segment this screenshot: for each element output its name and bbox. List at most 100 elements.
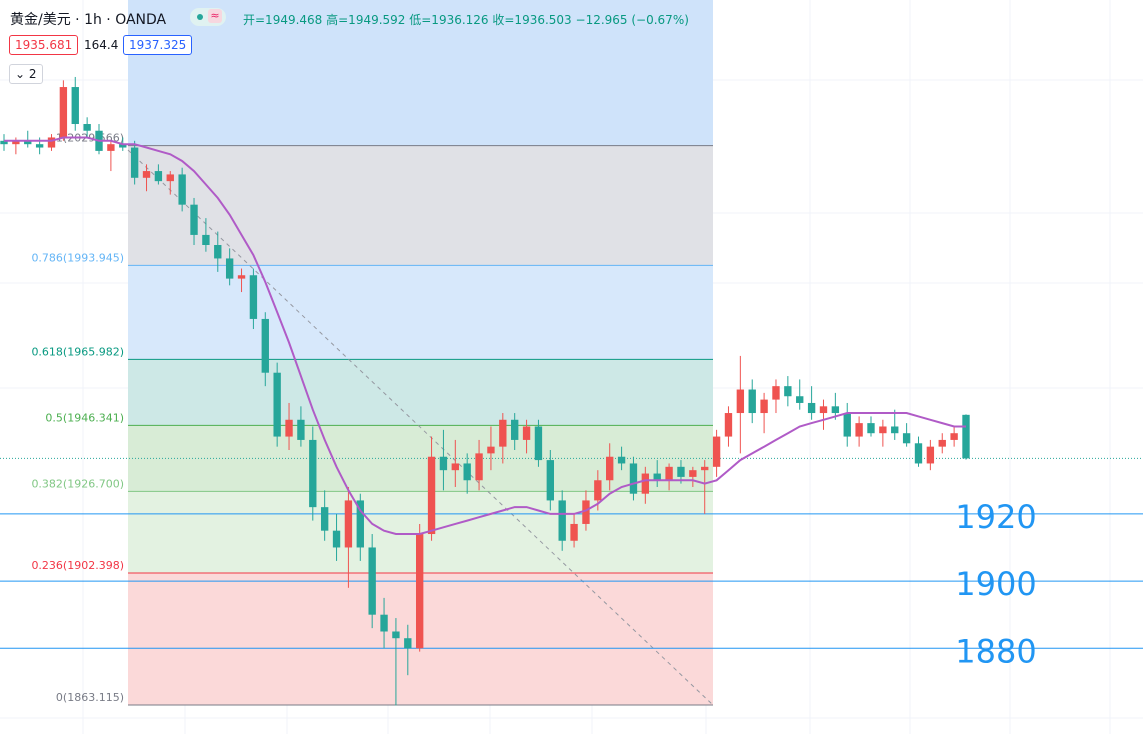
candle-body [807, 402, 816, 414]
candle-body [297, 419, 305, 440]
fib-label: 0.5(1946.341) [45, 411, 124, 424]
candle-body [712, 436, 721, 467]
candle-body [938, 439, 946, 447]
candle-body [582, 500, 590, 524]
candle-body [499, 419, 507, 447]
candle-body [950, 433, 958, 440]
candle-body [451, 463, 459, 471]
indicator-toggle[interactable]: ⌄ 2 [9, 64, 43, 84]
candle-body [107, 144, 115, 151]
fib-zone [128, 265, 713, 360]
candle-body [855, 423, 863, 437]
candle-body [784, 386, 792, 397]
candle-body [819, 406, 828, 414]
candle-body [47, 137, 56, 148]
candle-body [914, 443, 923, 464]
candle-body [285, 419, 293, 437]
candle-body [24, 140, 32, 145]
candle-body [320, 507, 329, 531]
indicator-count: 2 [28, 67, 37, 81]
candle-body [202, 234, 210, 246]
candle-body [606, 456, 614, 481]
candle-body [653, 473, 661, 481]
candle-body [570, 523, 578, 541]
candle-body [867, 423, 875, 434]
plot: 1920 1900 1880 [0, 76, 1143, 706]
candle-body [677, 466, 685, 477]
candle-body [261, 318, 269, 373]
candle-body [237, 275, 246, 279]
candle-body [368, 547, 376, 615]
status-dot [197, 14, 203, 20]
candle-body [344, 500, 353, 548]
candle-body [119, 144, 127, 148]
candle-body [356, 500, 364, 548]
symbol: 黄金/美元 · 1h · OANDA [10, 12, 167, 28]
candle-body [617, 456, 626, 464]
candle-body [796, 396, 804, 403]
candle-body [463, 463, 471, 481]
candle-body [154, 171, 163, 182]
candle-body [130, 147, 139, 178]
candle-body [831, 406, 840, 414]
candle-body [59, 87, 68, 138]
candle-body [665, 466, 673, 481]
candle-body [558, 500, 566, 541]
bid-price: 1935.681 [9, 35, 79, 55]
candle-body [843, 413, 851, 437]
candle-body [511, 419, 519, 440]
candle-body [962, 414, 970, 459]
fib-label: 0.618(1965.982) [31, 345, 124, 358]
candle-body [12, 140, 20, 145]
ohlc: 开=1949.468 高=1949.592 低=1936.126 收=1936.… [243, 13, 689, 27]
candle-body [772, 386, 780, 400]
candle-body [190, 204, 198, 235]
status-icon: ≈ [208, 9, 222, 23]
candle-body [166, 174, 174, 182]
candle-body [332, 530, 341, 548]
candle-body [487, 446, 495, 454]
candle-body [689, 470, 697, 477]
fib-zone [128, 359, 713, 426]
candle-body [404, 638, 412, 649]
candle-body [309, 439, 317, 508]
candle-body [142, 171, 151, 178]
candle-body [748, 389, 756, 414]
candle-body [178, 174, 186, 205]
candle-body [71, 87, 79, 125]
candle-body [380, 614, 388, 632]
candle-body [926, 446, 935, 464]
candle-body [534, 426, 543, 461]
fib-zone: 1(2029.566)0.786(1993.945)0.618(1965.982… [31, 0, 713, 706]
fib-zone-top [128, 0, 713, 146]
candle-body [629, 463, 638, 494]
candle-body [475, 453, 483, 481]
fib-label: 0.382(1926.700) [31, 477, 124, 490]
moving-average [4, 136, 966, 535]
price-line-label: 1920 [955, 498, 1036, 536]
candle-body [594, 480, 602, 501]
status-icons: ≈ [190, 8, 226, 26]
fib-label: 0.236(1902.398) [31, 559, 124, 572]
candle-body [902, 433, 911, 444]
candle-body [736, 389, 745, 414]
candle-body [439, 456, 448, 471]
candle-body [891, 426, 899, 434]
price-line-label: 1880 [955, 632, 1036, 670]
candle-body [0, 140, 8, 145]
candle-body [641, 473, 650, 494]
candle-body [225, 258, 234, 279]
candle-body [427, 456, 436, 535]
price-line-label: 1900 [955, 565, 1036, 603]
candle-body [701, 466, 709, 471]
candle-body [273, 372, 281, 437]
candle-body [392, 631, 400, 639]
candle-body [879, 426, 887, 434]
candle-body [83, 124, 91, 131]
candle-body [249, 275, 258, 319]
trend-line [127, 149, 714, 706]
candle-body [35, 144, 44, 148]
spread: 164.4 [84, 38, 119, 52]
candle-body [546, 460, 555, 501]
